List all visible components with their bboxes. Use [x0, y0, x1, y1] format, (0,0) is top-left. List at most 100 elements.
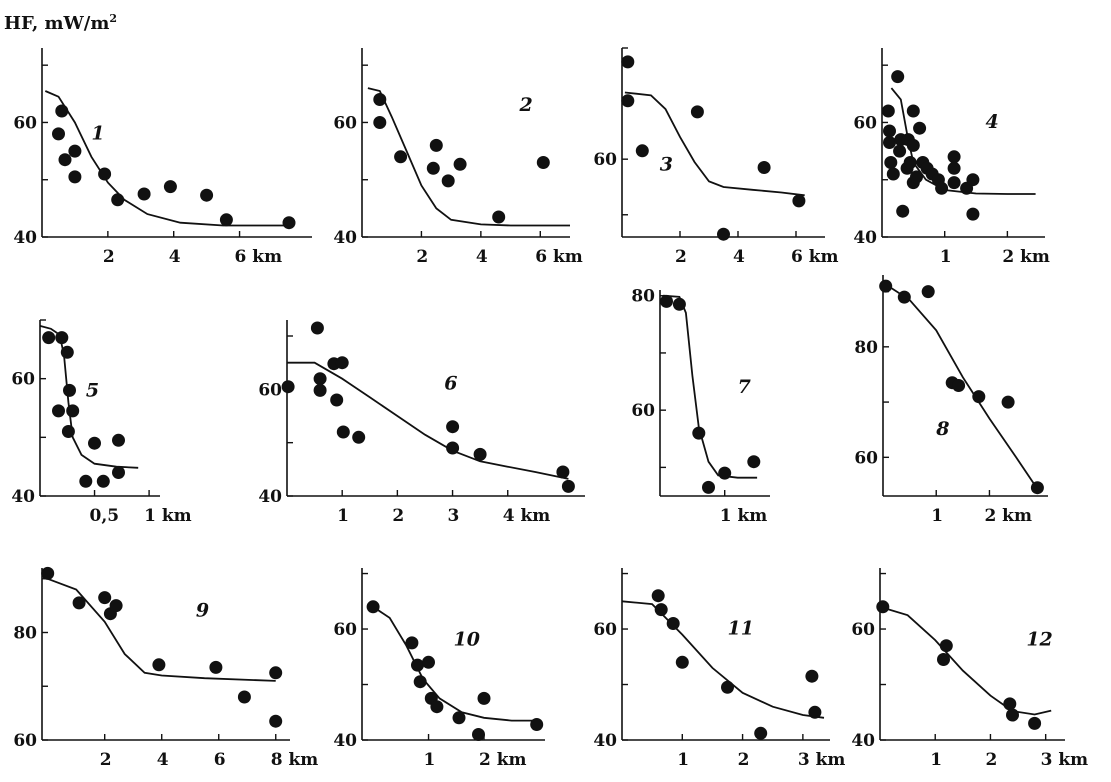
x-tick-label: 4 km	[503, 506, 551, 526]
data-point	[152, 658, 166, 672]
x-tick-label: 2 km	[984, 506, 1032, 526]
model-curve	[372, 606, 534, 722]
data-point	[692, 426, 706, 440]
panel-1: 40 60 2 4 6 km 1	[13, 48, 312, 267]
data-point	[792, 194, 806, 208]
x-tick-label: 2	[100, 750, 112, 770]
data-point	[879, 279, 893, 293]
data-point	[237, 690, 251, 704]
data-point	[883, 124, 896, 138]
panel-label: 1	[91, 123, 104, 145]
data-point	[896, 204, 910, 218]
y-tick-label: 60	[258, 380, 282, 400]
data-point	[621, 94, 635, 108]
panel-label: 3	[660, 153, 673, 175]
data-point	[282, 216, 296, 230]
data-point	[60, 345, 74, 359]
data-point	[52, 127, 65, 141]
x-tick-label: 2 km	[479, 750, 527, 770]
x-tick-label: 1	[337, 506, 349, 526]
y-tick-label: 40	[333, 228, 357, 248]
data-point	[452, 711, 466, 725]
data-point	[921, 285, 935, 299]
data-point	[79, 474, 93, 488]
data-point	[63, 383, 76, 397]
x-tick-label: 2	[392, 506, 404, 526]
data-point	[429, 138, 443, 152]
x-tick-label: 2	[738, 750, 750, 770]
data-point	[660, 294, 673, 308]
x-tick-label: 4	[476, 247, 488, 267]
data-point	[903, 156, 917, 169]
data-point	[651, 589, 665, 603]
data-point	[690, 105, 704, 119]
y-tick-label: 80	[631, 287, 655, 307]
x-tick-label: 1	[677, 750, 689, 770]
model-curve	[879, 605, 1052, 716]
data-point	[747, 455, 761, 469]
panel-label: 10	[454, 629, 480, 651]
data-point	[530, 718, 544, 731]
x-tick-label: 4	[169, 247, 181, 267]
data-point	[55, 104, 69, 118]
y-axis-title-exponent: 2	[109, 12, 118, 25]
y-tick-label: 80	[854, 338, 878, 358]
data-point	[972, 390, 986, 404]
data-point	[937, 653, 950, 666]
model-curve	[287, 361, 569, 480]
x-tick-label: 1	[424, 750, 436, 770]
data-point	[881, 104, 895, 118]
data-point	[98, 591, 112, 605]
data-point	[163, 180, 177, 194]
data-point	[654, 603, 668, 617]
data-point	[536, 156, 550, 169]
x-tick-label: 8 km	[271, 750, 319, 770]
data-point	[561, 479, 575, 493]
data-point	[666, 617, 680, 630]
panel-8: 60 80 1 2 km 8	[854, 275, 1048, 526]
model-curve	[621, 600, 825, 719]
y-tick-label: 60	[593, 620, 617, 640]
data-point	[906, 138, 920, 152]
data-point	[952, 379, 966, 392]
data-point	[313, 372, 327, 386]
model-curve	[890, 87, 1036, 195]
panel-label: 11	[728, 618, 754, 640]
data-point	[58, 153, 72, 167]
y-tick-label: 40	[593, 731, 617, 751]
data-point	[675, 655, 689, 669]
data-point	[446, 420, 460, 434]
panel-label: 5	[86, 379, 99, 401]
data-point	[352, 430, 366, 444]
data-point	[473, 447, 487, 461]
data-point	[805, 669, 819, 683]
data-point	[42, 331, 56, 345]
data-point	[947, 161, 961, 175]
data-point	[453, 157, 467, 171]
data-point	[88, 436, 101, 450]
data-point	[413, 675, 427, 689]
data-point	[886, 167, 900, 181]
panel-9: 60 80 2 4 6 8 km 9	[13, 566, 319, 770]
panel-label: 8	[935, 418, 949, 440]
panel-label: 9	[196, 599, 209, 621]
y-tick-label: 60	[11, 370, 35, 390]
data-point	[310, 321, 324, 335]
panel-label: 12	[1026, 629, 1052, 651]
x-tick-label: 2	[416, 247, 428, 267]
data-point	[966, 207, 980, 221]
y-tick-label: 60	[13, 113, 37, 133]
data-point	[96, 474, 110, 488]
panel-label: 4	[985, 111, 998, 133]
data-point	[757, 161, 771, 174]
data-point	[441, 174, 455, 188]
data-point	[947, 150, 961, 164]
data-point	[672, 297, 686, 311]
x-tick-label: 4	[157, 750, 169, 770]
y-axis-title: HF, mW/m2	[4, 12, 117, 34]
data-point	[935, 181, 949, 195]
data-point	[68, 170, 82, 184]
data-point	[446, 441, 460, 455]
y-tick-label: 40	[13, 228, 37, 248]
